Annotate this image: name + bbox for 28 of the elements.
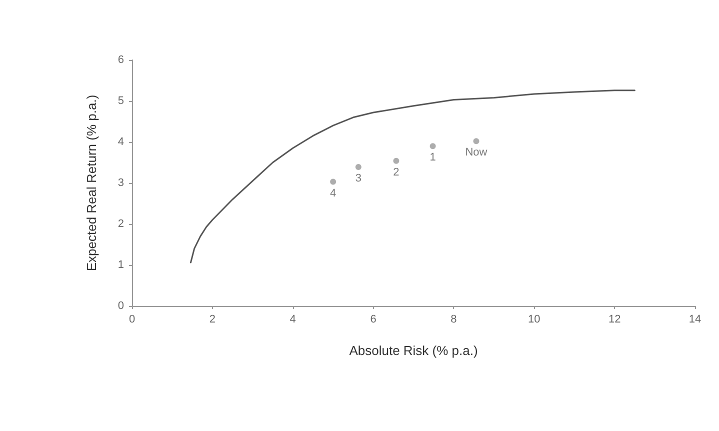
x-tick-label: 4: [290, 314, 296, 326]
y-tick-label: 3: [118, 177, 124, 189]
annotation: Now: [465, 146, 488, 159]
x-tick-label: 8: [450, 314, 457, 326]
x-tick-label: 10: [528, 314, 540, 326]
annotation: 4: [330, 187, 336, 200]
x-tick-label: 14: [688, 314, 702, 326]
y-tick-label: 2: [118, 218, 124, 230]
x-axis-title: Absolute Risk (% p.a.): [349, 343, 478, 358]
point: [473, 138, 480, 144]
line-series: [190, 90, 636, 264]
point: [393, 158, 400, 164]
y-axis-title: Expected Real Return (% p.a.): [84, 94, 99, 272]
y-tick-label: 1: [118, 259, 124, 271]
point: [330, 178, 336, 185]
x-tick-label: 12: [608, 314, 621, 326]
y-tick-label: 4: [118, 136, 124, 148]
y-tick-label: 0: [118, 300, 124, 312]
point: [430, 143, 436, 150]
x-tick-label: 2: [209, 314, 216, 326]
annotation: 1: [430, 152, 436, 164]
annotation: 3: [355, 172, 362, 185]
annotation: 2: [393, 166, 400, 178]
x-tick-label: 0: [128, 314, 136, 326]
y-tick-label: 6: [118, 54, 124, 66]
point: [355, 164, 362, 170]
x-tick-label: 6: [370, 314, 376, 326]
y-tick-label: 5: [118, 95, 124, 107]
